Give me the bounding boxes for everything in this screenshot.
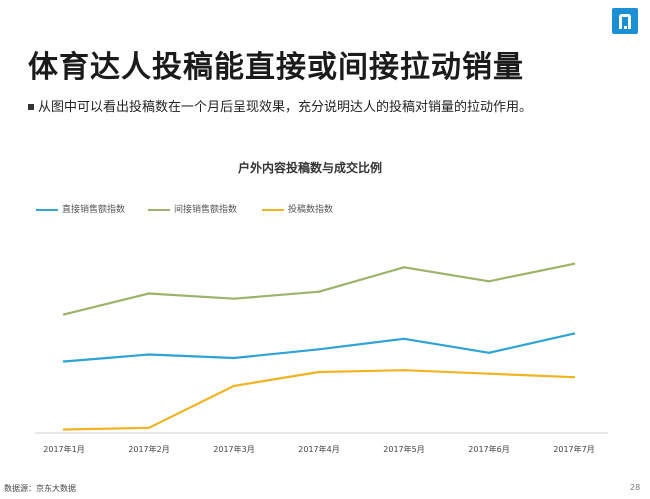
subtitle: 从图中可以看出投稿数在一个月后呈现效果，充分说明达人的投稿对销量的拉动作用。 [28, 96, 532, 115]
page-number: 28 [630, 483, 641, 492]
bullet-icon [28, 103, 34, 110]
subtitle-text: 从图中可以看出投稿数在一个月后呈现效果，充分说明达人的投稿对销量的拉动作用。 [38, 100, 533, 115]
data-point [402, 337, 406, 341]
data-point [487, 372, 491, 375]
data-point [147, 426, 151, 429]
data-point [317, 370, 321, 374]
data-point [572, 332, 576, 335]
legend-label: 投稿数指数 [288, 205, 334, 215]
data-source: 数据源：京东大数据 [4, 484, 76, 493]
x-tick-label: 2017年6月 [468, 444, 509, 454]
data-point [402, 266, 406, 269]
x-tick-label: 2017年2月 [128, 444, 169, 454]
data-point [572, 375, 576, 379]
legend-label: 间接销售额指数 [174, 205, 238, 215]
data-point [232, 297, 236, 300]
legend-item: 间接销售额指数 [148, 202, 237, 215]
legend-swatch [36, 208, 58, 211]
legend-label: 直接销售额指数 [62, 205, 126, 215]
data-point [147, 292, 151, 295]
series-line-0 [63, 332, 575, 363]
x-tick-label: 2017年7月 [553, 444, 594, 454]
legend-swatch [262, 208, 284, 211]
series-1 [62, 262, 576, 316]
x-tick-label: 2017年3月 [213, 444, 254, 454]
data-point [62, 313, 66, 316]
logo-mark-icon [619, 14, 631, 29]
chart-title: 户外内容投稿数与成交比例 [238, 160, 382, 175]
x-tick-label: 2017年1月 [43, 444, 84, 454]
page-title: 体育达人投稿能直接或间接拉动销量 [28, 50, 524, 85]
legend-item: 投稿数指数 [262, 202, 333, 215]
data-point [572, 262, 576, 266]
data-point [62, 428, 66, 431]
brand-logo [612, 8, 638, 34]
data-point [232, 384, 236, 388]
data-point [487, 280, 491, 283]
data-point [147, 353, 151, 356]
data-point [487, 351, 491, 354]
data-point [62, 360, 66, 363]
data-point [317, 348, 321, 351]
legend-swatch [148, 208, 170, 211]
data-point [317, 290, 321, 293]
series-line-1 [63, 262, 575, 316]
series-line-2 [63, 369, 575, 431]
legend-item: 直接销售额指数 [36, 202, 125, 215]
series-0 [62, 332, 576, 363]
series-2 [62, 369, 576, 431]
data-point [232, 356, 236, 360]
data-point [402, 369, 406, 372]
x-tick-label: 2017年5月 [383, 444, 424, 454]
x-tick-label: 2017年4月 [298, 444, 339, 454]
